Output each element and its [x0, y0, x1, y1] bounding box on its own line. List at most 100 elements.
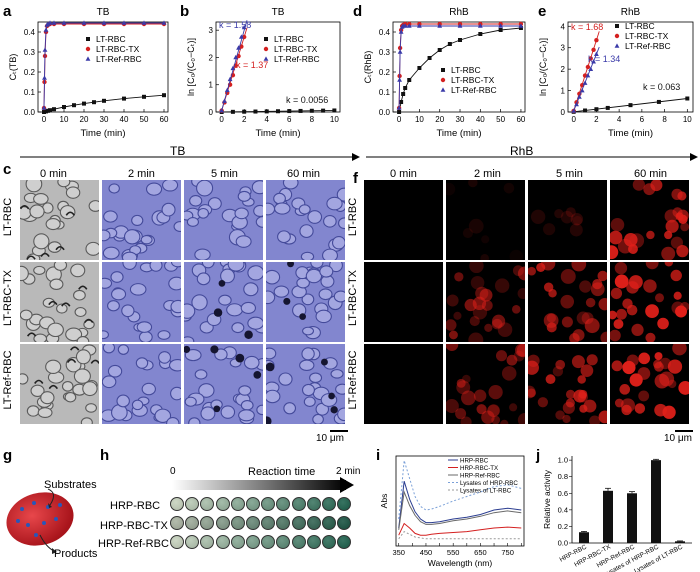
x-axis-label: Time (min) [80, 128, 125, 139]
fluorescent-cell [592, 278, 603, 290]
c-row-label-2: LT-RBC-TX [2, 269, 14, 327]
cell [214, 348, 228, 361]
cell [184, 336, 195, 342]
cell [154, 408, 172, 423]
micrograph-image [102, 180, 181, 260]
y-tick-label: 0.4 [379, 28, 391, 37]
cell [247, 316, 263, 330]
fluorescent-cell [473, 389, 487, 402]
cell [227, 262, 245, 272]
cell [301, 347, 315, 361]
tb-arrow-label: TB [170, 144, 186, 158]
y-tick-label: 0.8 [558, 472, 568, 481]
data-point [233, 54, 239, 60]
fluorescent-cell [645, 332, 656, 342]
f-row-label-3: LT-Ref-RBC [347, 350, 359, 410]
h-time-gradient [172, 480, 346, 490]
h-row-label-1: HRP-RBC [110, 500, 161, 512]
tb-tile-r1-c2 [102, 180, 181, 260]
cell [266, 202, 276, 216]
data-point [230, 109, 235, 114]
fluorescent-cell [494, 278, 510, 293]
h-title: Reaction time [248, 466, 316, 478]
cell [65, 327, 83, 342]
well-r2-c8 [276, 516, 291, 530]
cell [102, 330, 109, 340]
data-point [222, 98, 227, 103]
fluor-tile-r2-c3 [528, 262, 607, 342]
cell [323, 214, 337, 228]
micrograph-image [364, 344, 443, 424]
fluorescent-cell [654, 361, 664, 372]
micrograph-image [20, 344, 99, 424]
fluorescent-cell [584, 318, 600, 334]
data-point [241, 24, 247, 30]
fluorescent-cell [634, 403, 646, 414]
y-tick-label: 4 [561, 22, 566, 31]
fluorescent-cell [577, 375, 586, 384]
fluorescent-cell [460, 416, 472, 424]
cell [74, 307, 87, 318]
rate-constant-label: k = 1.34 [588, 54, 620, 64]
rhb-arrow-label: RhB [510, 144, 534, 158]
fluorescent-cell [537, 397, 548, 408]
panel-label-a: a [3, 3, 12, 20]
well-r2-c10 [306, 516, 321, 530]
fluorescent-cell [554, 209, 564, 219]
spectrum-line [398, 460, 522, 520]
x-tick-label: 2 [594, 115, 599, 124]
cell [305, 268, 323, 284]
tb-tile-r2-c4 [266, 262, 345, 342]
data-point [594, 38, 599, 43]
legend-label: LT-RBC-TX [625, 31, 669, 41]
cell [198, 383, 215, 398]
cell [121, 251, 138, 260]
data-point [585, 72, 591, 78]
well-r3-c7 [261, 535, 276, 549]
data-point [398, 29, 404, 34]
data-point [42, 75, 47, 80]
micrograph-background [364, 180, 443, 260]
cell [53, 262, 68, 271]
cell [85, 403, 98, 413]
x-axis-label: Time (min) [608, 128, 653, 139]
fluor-tile-r1-c4 [610, 180, 689, 260]
data-point [309, 108, 314, 113]
data-point [287, 109, 292, 114]
fluorescent-cell [667, 379, 677, 389]
data-point [477, 23, 483, 28]
cell [162, 180, 179, 192]
fluorescent-cell [480, 254, 490, 260]
legend-label: HRP-RBC-TX [460, 465, 498, 472]
x-tick-label: 10 [330, 115, 339, 124]
cell-edge [34, 379, 44, 384]
cell [184, 348, 202, 362]
cell [331, 235, 345, 250]
fluorescent-cell [506, 354, 518, 366]
cell [168, 276, 181, 291]
f-time-60: 60 min [634, 168, 668, 180]
rate-constant-label: k = 0.0056 [286, 95, 328, 105]
fluor-tile-r1-c3 [528, 180, 607, 260]
data-point [399, 100, 404, 104]
fluorescent-cell [446, 319, 457, 331]
dark-cell [320, 358, 328, 366]
cell-edge [20, 204, 30, 210]
cell [326, 196, 343, 211]
micrograph-image [446, 344, 525, 424]
fluorescent-cell [610, 329, 621, 342]
cell [200, 406, 216, 421]
fluorescent-cell [456, 378, 466, 388]
fluorescent-cell [543, 223, 556, 236]
cell [301, 293, 315, 306]
y-tick-label: 1 [209, 81, 214, 90]
fluorescent-cell [484, 323, 493, 332]
micrograph-image [528, 344, 607, 424]
c-row-label-1: LT-RBC [2, 197, 14, 237]
fluorescent-cell [565, 389, 576, 399]
cell [136, 321, 153, 333]
x-axis-label: Time (min) [255, 128, 300, 139]
cell [300, 251, 315, 260]
tb-tile-r3-c2 [102, 344, 181, 424]
cell-edge [26, 255, 36, 260]
